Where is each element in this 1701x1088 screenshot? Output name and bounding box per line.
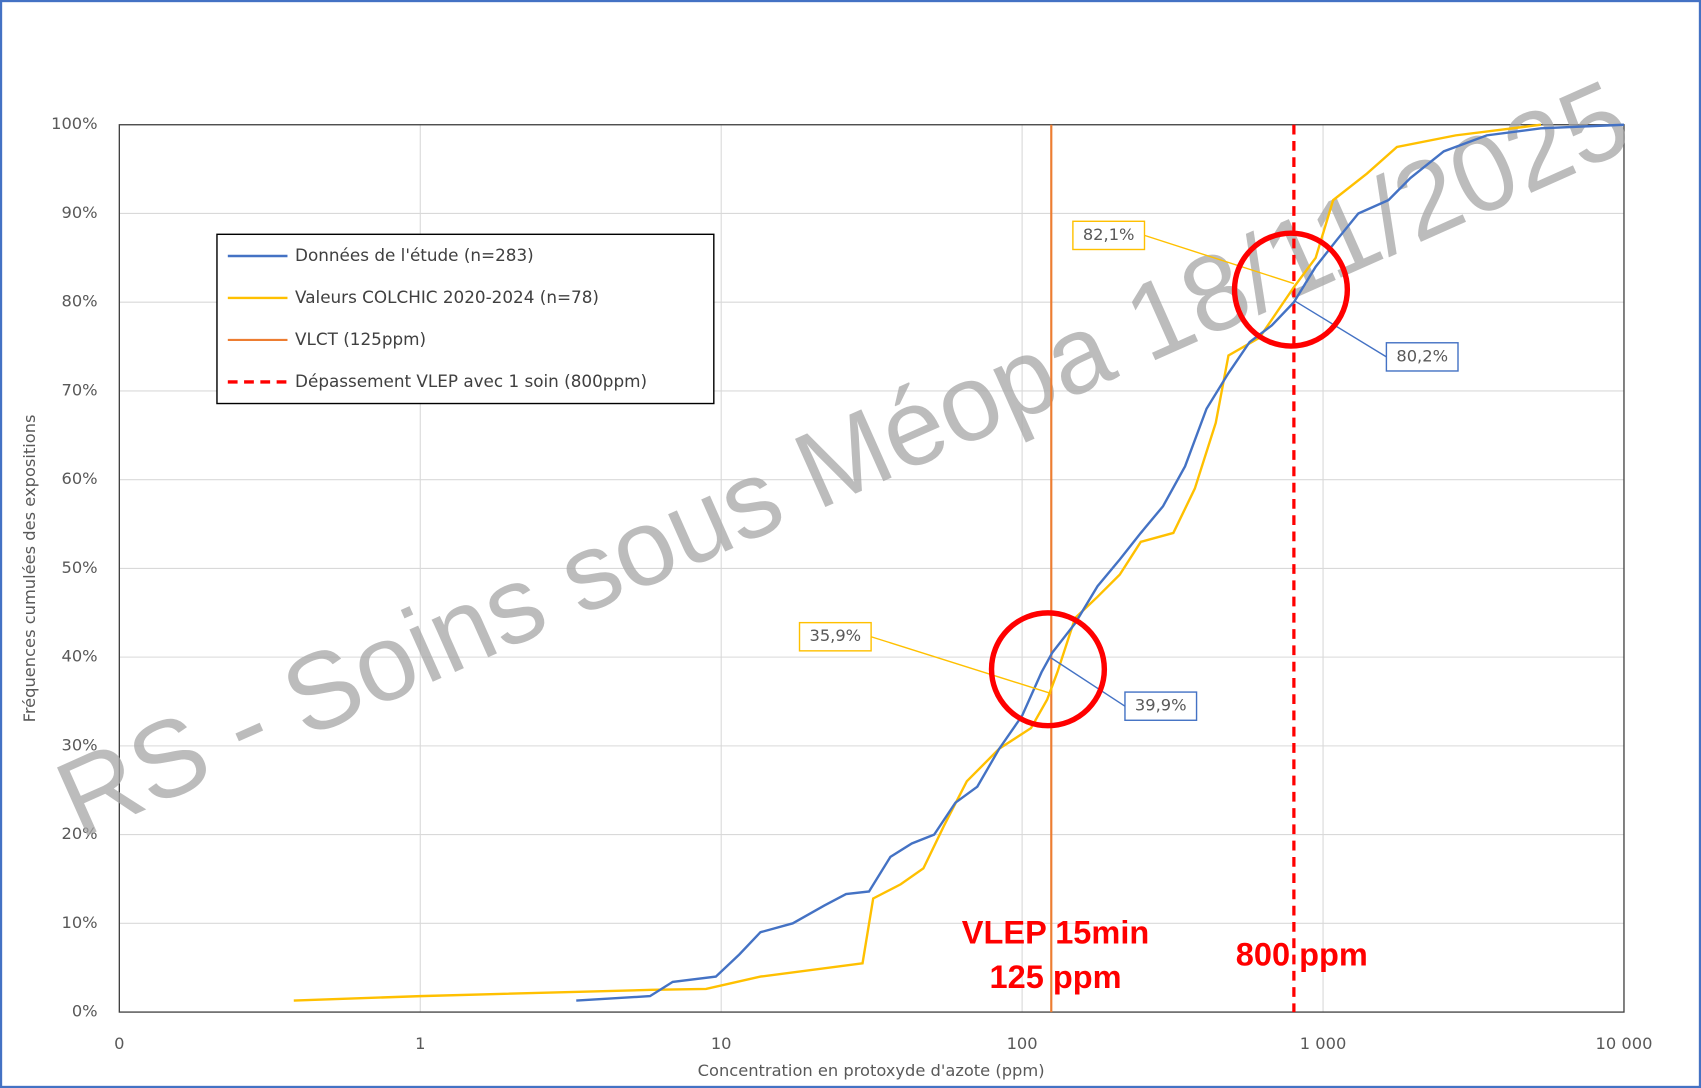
highlight-circle xyxy=(1231,230,1351,349)
note: 800 ppm xyxy=(1236,936,1368,972)
x-tick-label: 1 000 xyxy=(1300,1034,1347,1053)
legend-box xyxy=(216,233,715,405)
y-tick-label: 90% xyxy=(61,203,97,222)
y-axis-label: Fréquences cumulées des expositions xyxy=(20,414,39,722)
y-tick-label: 80% xyxy=(61,292,97,311)
legend-label: VLCT (125ppm) xyxy=(295,329,426,349)
annotation-box xyxy=(798,621,872,652)
x-tick-label: 10 000 xyxy=(1596,1034,1653,1053)
x-tick-label: 100 xyxy=(1007,1034,1038,1053)
legend-label: Données de l'étude (n=283) xyxy=(295,245,534,265)
note: 125 ppm xyxy=(990,959,1122,995)
annotation-label: 82,1% xyxy=(1083,225,1135,244)
highlight-circle xyxy=(988,610,1108,729)
annotation-label: 80,2% xyxy=(1396,346,1448,365)
annotation-leader xyxy=(1293,299,1387,358)
annotation-box xyxy=(1124,691,1198,721)
x-tick-label: 1 xyxy=(415,1034,425,1053)
note: VLEP 15min xyxy=(962,915,1149,951)
y-tick-label: 10% xyxy=(61,913,97,932)
x-tick-label: 10 xyxy=(711,1034,732,1053)
y-tick-label: 0% xyxy=(72,1002,98,1021)
annotation-label: 39,9% xyxy=(1135,696,1187,715)
y-tick-label: 20% xyxy=(61,824,97,843)
legend-label: Valeurs COLCHIC 2020-2024 (n=78) xyxy=(295,287,599,307)
plot-border xyxy=(118,124,1625,1013)
x-tick-label: 0 xyxy=(114,1034,124,1053)
y-tick-label: 100% xyxy=(51,114,98,133)
y-tick-label: 40% xyxy=(61,647,97,666)
annotation-box xyxy=(1072,220,1146,251)
annotation-box xyxy=(1385,342,1459,372)
annotation-leader xyxy=(870,636,1052,695)
y-tick-label: 70% xyxy=(61,380,97,399)
y-tick-label: 60% xyxy=(61,469,97,488)
series-line xyxy=(576,123,1625,1002)
annotation-leader xyxy=(1050,657,1126,707)
annotation-label: 35,9% xyxy=(809,626,861,645)
legend: Données de l'étude (n=283) Valeurs COLCHI… xyxy=(216,233,715,405)
annotation-leader xyxy=(1144,234,1295,285)
x-axis-label: Concentration en protoxyde d'azote (ppm) xyxy=(698,1061,1045,1080)
legend-label: Dépassement VLEP avec 1 soin (800ppm) xyxy=(295,371,647,391)
y-tick-label: 30% xyxy=(61,735,97,754)
y-tick-label: 50% xyxy=(61,558,97,577)
